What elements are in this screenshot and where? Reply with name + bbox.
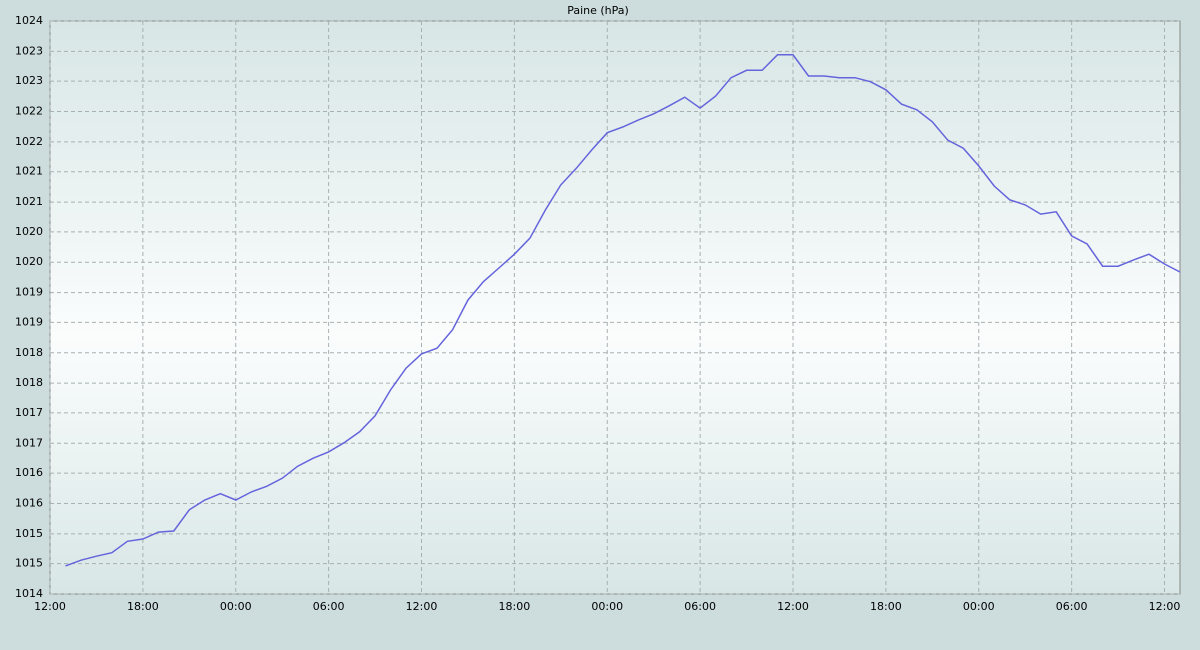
y-tick-label: 1018 <box>15 346 43 359</box>
data-line <box>65 54 1181 567</box>
x-tick-label: 12:00 <box>34 600 66 613</box>
x-tick-label: 06:00 <box>1056 600 1088 613</box>
y-tick-label: 1021 <box>15 165 43 178</box>
y-tick-label: 1020 <box>15 225 43 238</box>
x-tick-label: 12:00 <box>777 600 809 613</box>
y-tick-label: 1015 <box>15 557 43 570</box>
y-tick-label: 1021 <box>15 195 43 208</box>
y-tick-label: 1016 <box>15 466 43 479</box>
y-tick-label: 1023 <box>15 44 43 57</box>
y-tick-label: 1022 <box>15 105 43 118</box>
y-tick-label: 1016 <box>15 496 43 509</box>
x-tick-label: 06:00 <box>313 600 345 613</box>
x-tick-label: 18:00 <box>499 600 531 613</box>
x-tick-label: 00:00 <box>963 600 995 613</box>
x-tick-label: 12:00 <box>406 600 438 613</box>
y-tick-label: 1023 <box>15 74 43 87</box>
x-tick-label: 00:00 <box>220 600 252 613</box>
y-tick-label: 1015 <box>15 527 43 540</box>
x-tick-label: 00:00 <box>591 600 623 613</box>
y-tick-label: 1017 <box>15 436 43 449</box>
x-tick-label: 06:00 <box>684 600 716 613</box>
y-tick-label: 1019 <box>15 286 43 299</box>
chart-title: Paine (hPa) <box>567 4 629 17</box>
y-tick-label: 1020 <box>15 255 43 268</box>
x-tick-label: 18:00 <box>870 600 902 613</box>
y-tick-label: 1017 <box>15 406 43 419</box>
y-tick-label: 1014 <box>15 587 43 600</box>
x-tick-label: 18:00 <box>127 600 159 613</box>
x-tick-label: 12:00 <box>1149 600 1181 613</box>
plot-area <box>49 20 1181 595</box>
y-tick-label: 1018 <box>15 376 43 389</box>
y-tick-label: 1024 <box>15 14 43 27</box>
y-tick-label: 1022 <box>15 135 43 148</box>
y-tick-label: 1019 <box>15 315 43 328</box>
